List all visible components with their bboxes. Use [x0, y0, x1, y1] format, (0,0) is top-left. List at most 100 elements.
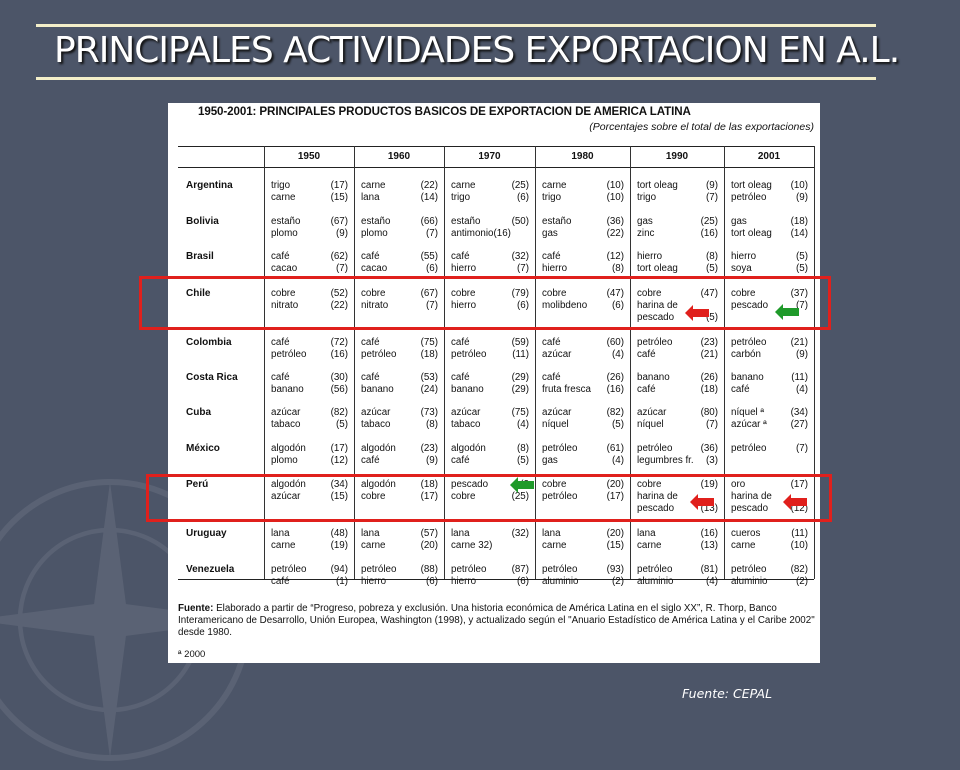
- table-rule: [178, 167, 814, 168]
- product-share: (7): [796, 443, 808, 454]
- product-name: pescado: [451, 479, 489, 490]
- product-name: estaño: [361, 216, 391, 227]
- product-share: (1): [336, 576, 348, 587]
- product-name: café: [637, 384, 656, 395]
- product-name: café: [271, 372, 290, 383]
- product-name: tabaco: [451, 419, 481, 430]
- product-share: (13): [700, 540, 718, 551]
- product-share: (16): [700, 528, 718, 539]
- product-share: (15): [606, 540, 624, 551]
- product-name: carne 32): [451, 540, 493, 551]
- product-share: (9): [336, 228, 348, 239]
- product-share: (18): [420, 479, 438, 490]
- column-divider: [814, 146, 815, 579]
- product-name: café: [451, 251, 470, 262]
- column-divider: [724, 146, 725, 579]
- product-share: (6): [426, 263, 438, 274]
- product-share: (10): [790, 180, 808, 191]
- product-share: (14): [420, 192, 438, 203]
- product-name: estaño: [451, 216, 481, 227]
- product-name: cobre: [271, 288, 296, 299]
- product-name: petróleo: [731, 564, 767, 575]
- product-name: trigo: [637, 192, 657, 203]
- product-share: (34): [330, 479, 348, 490]
- product-name: café: [451, 455, 470, 466]
- product-share: (2): [612, 576, 624, 587]
- country-label: Bolivia: [186, 216, 219, 227]
- product-share: (79): [511, 288, 529, 299]
- green-arrow-icon: [775, 304, 799, 320]
- product-share: (10): [606, 192, 624, 203]
- footnote-a: ª 2000: [178, 649, 206, 660]
- product-share: (32): [511, 251, 529, 262]
- product-name: lana: [271, 528, 290, 539]
- product-share: (7): [336, 263, 348, 274]
- product-share: (8): [706, 251, 718, 262]
- product-share: (8): [517, 443, 529, 454]
- product-name: petróleo: [637, 564, 673, 575]
- product-name: cobre: [637, 479, 662, 490]
- product-share: (52): [330, 288, 348, 299]
- product-share: (21): [790, 337, 808, 348]
- product-name: plomo: [271, 455, 298, 466]
- product-name: petróleo: [271, 564, 307, 575]
- product-share: (2): [796, 576, 808, 587]
- product-share: (9): [796, 192, 808, 203]
- product-name: cobre: [451, 491, 476, 502]
- product-name: cacao: [361, 263, 388, 274]
- product-name: café: [271, 576, 290, 587]
- product-share: (32): [511, 528, 529, 539]
- product-share: (20): [606, 479, 624, 490]
- product-name: lana: [361, 192, 380, 203]
- product-name: azúcar: [271, 491, 301, 502]
- product-share: (5): [796, 263, 808, 274]
- product-share: (5): [796, 251, 808, 262]
- year-header: 2001: [757, 151, 781, 162]
- product-name: tabaco: [361, 419, 391, 430]
- product-name: cobre: [451, 288, 476, 299]
- product-name: azúcar: [271, 407, 301, 418]
- green-arrow-icon: [510, 477, 534, 493]
- product-name: petróleo: [451, 349, 487, 360]
- column-divider: [535, 146, 536, 579]
- product-name: algodón: [271, 479, 306, 490]
- product-share: (7): [426, 228, 438, 239]
- product-share: (73): [420, 407, 438, 418]
- product-name: petróleo: [731, 192, 767, 203]
- product-name: café: [542, 251, 561, 262]
- product-share: (81): [700, 564, 718, 575]
- country-label: Perú: [186, 479, 209, 490]
- product-name: gas: [637, 216, 653, 227]
- product-name: petróleo: [637, 337, 673, 348]
- product-name: café: [451, 337, 470, 348]
- product-share: (6): [517, 300, 529, 311]
- product-share: (5): [336, 419, 348, 430]
- product-share: (5): [612, 419, 624, 430]
- product-name: banano: [271, 384, 304, 395]
- product-name: azúcar ª: [731, 419, 767, 430]
- slide-title: PRINCIPALES ACTIVIDADES EXPORTACION EN A…: [54, 30, 900, 71]
- product-name: banano: [361, 384, 394, 395]
- product-share: (3): [706, 455, 718, 466]
- title-rule-top: [36, 24, 876, 27]
- product-name: café: [361, 372, 380, 383]
- product-share: (17): [790, 479, 808, 490]
- product-share: (11): [791, 528, 808, 539]
- product-name: carne: [271, 540, 296, 551]
- product-share: (10): [606, 180, 624, 191]
- product-name: azúcar: [637, 407, 667, 418]
- product-name: carne: [731, 540, 756, 551]
- product-name: algodón: [361, 443, 396, 454]
- product-name: petróleo: [271, 349, 307, 360]
- product-name: banano: [637, 372, 670, 383]
- product-name: plomo: [361, 228, 388, 239]
- product-share: (18): [700, 384, 718, 395]
- product-name: petróleo: [542, 491, 578, 502]
- product-share: (5): [706, 263, 718, 274]
- product-name: azúcar: [451, 407, 481, 418]
- product-name: carne: [361, 540, 386, 551]
- product-share: (24): [420, 384, 438, 395]
- product-share: (6): [612, 300, 624, 311]
- product-name: antimonio(16): [451, 228, 511, 239]
- country-label: Chile: [186, 288, 211, 299]
